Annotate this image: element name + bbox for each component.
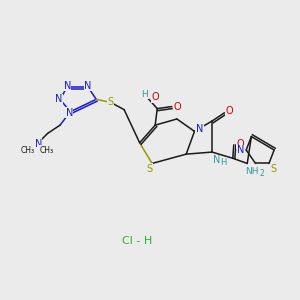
Text: 2: 2 [259,169,264,178]
Text: CH₃: CH₃ [40,146,54,154]
Text: H: H [142,90,148,99]
Text: Cl - H: Cl - H [122,236,153,246]
Text: S: S [270,164,276,174]
Text: CH₃: CH₃ [21,146,35,154]
Text: NH: NH [244,167,258,176]
Text: O: O [173,102,181,112]
Text: N: N [55,94,63,104]
Text: N: N [196,124,203,134]
Text: S: S [146,164,152,174]
Text: H: H [220,158,226,167]
Text: N: N [66,108,73,118]
Text: N: N [237,145,245,155]
Text: N: N [212,155,220,165]
Text: S: S [108,98,114,107]
Text: N: N [34,139,42,149]
Text: N: N [64,81,71,91]
Text: O: O [226,106,233,116]
Text: O: O [151,92,159,102]
Text: N: N [84,81,92,91]
Text: O: O [236,139,244,149]
